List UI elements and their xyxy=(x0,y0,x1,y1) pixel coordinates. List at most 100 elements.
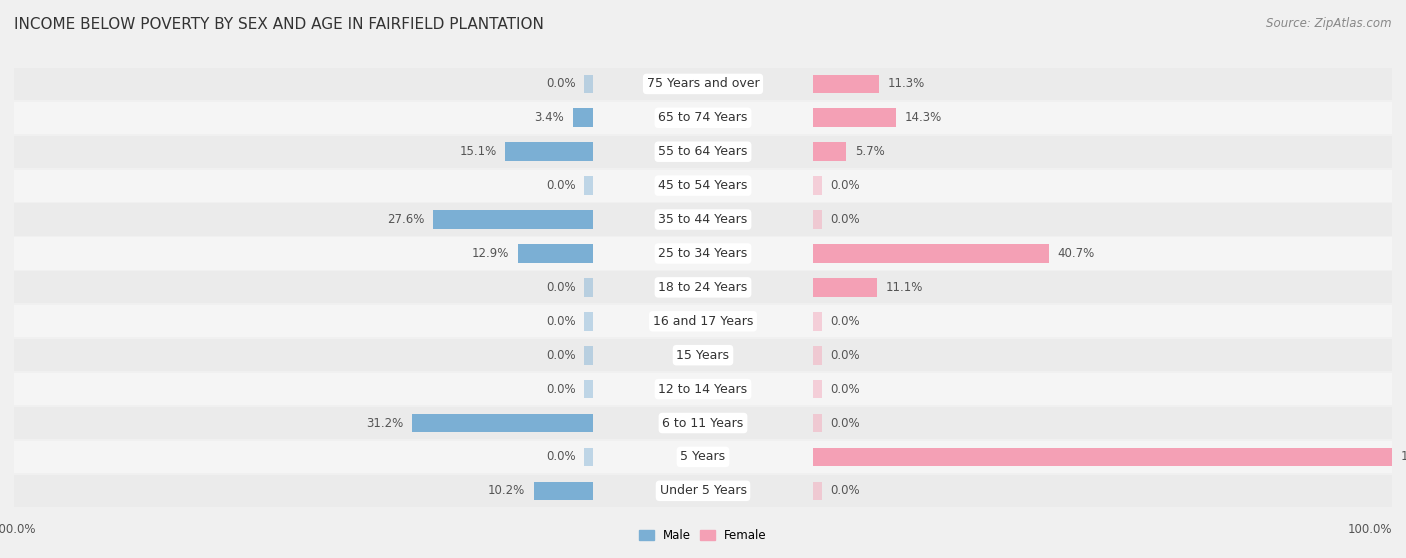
Bar xyxy=(813,176,823,195)
Bar xyxy=(0,407,1406,439)
Text: Under 5 Years: Under 5 Years xyxy=(659,484,747,497)
Text: 11.1%: 11.1% xyxy=(886,281,924,294)
Text: 45 to 54 Years: 45 to 54 Years xyxy=(658,179,748,192)
Text: INCOME BELOW POVERTY BY SEX AND AGE IN FAIRFIELD PLANTATION: INCOME BELOW POVERTY BY SEX AND AGE IN F… xyxy=(14,17,544,32)
Bar xyxy=(0,136,1406,168)
Bar xyxy=(0,339,1406,371)
Bar xyxy=(583,176,593,195)
Bar xyxy=(813,413,823,432)
Text: 0.0%: 0.0% xyxy=(831,349,860,362)
Text: 15 Years: 15 Years xyxy=(676,349,730,362)
Bar xyxy=(0,305,1406,338)
Bar xyxy=(0,68,1406,100)
Bar xyxy=(0,407,1406,439)
Bar xyxy=(813,75,879,93)
Bar xyxy=(813,210,823,229)
Bar xyxy=(0,475,1406,507)
Text: 5.7%: 5.7% xyxy=(855,145,884,158)
Text: 100.0%: 100.0% xyxy=(1347,523,1392,536)
Bar xyxy=(0,68,1406,100)
Text: 0.0%: 0.0% xyxy=(831,416,860,430)
Bar xyxy=(0,271,1406,304)
Bar xyxy=(0,339,1406,371)
Text: 12 to 14 Years: 12 to 14 Years xyxy=(658,383,748,396)
Bar xyxy=(0,102,1406,134)
Text: 6 to 11 Years: 6 to 11 Years xyxy=(662,416,744,430)
Text: 15.1%: 15.1% xyxy=(460,145,496,158)
Text: 5 Years: 5 Years xyxy=(681,450,725,463)
Bar xyxy=(0,373,1406,405)
Bar xyxy=(583,278,593,297)
Text: 100.0%: 100.0% xyxy=(1400,450,1406,463)
Text: 100.0%: 100.0% xyxy=(0,523,37,536)
Bar xyxy=(0,373,1406,405)
Text: 65 to 74 Years: 65 to 74 Years xyxy=(658,112,748,124)
Bar xyxy=(0,441,1406,473)
Bar xyxy=(0,136,1406,168)
Text: 0.0%: 0.0% xyxy=(546,349,575,362)
Text: 0.0%: 0.0% xyxy=(546,78,575,90)
Text: Source: ZipAtlas.com: Source: ZipAtlas.com xyxy=(1267,17,1392,30)
Bar xyxy=(0,305,1406,338)
Bar xyxy=(0,170,1406,202)
Text: 0.0%: 0.0% xyxy=(546,315,575,328)
Text: 0.0%: 0.0% xyxy=(546,450,575,463)
Bar xyxy=(0,204,1406,235)
Bar xyxy=(813,244,1049,263)
Text: 11.3%: 11.3% xyxy=(887,78,925,90)
Bar xyxy=(0,373,1406,405)
Bar xyxy=(574,108,593,127)
Bar xyxy=(412,413,593,432)
Text: 27.6%: 27.6% xyxy=(387,213,425,226)
Text: 0.0%: 0.0% xyxy=(546,179,575,192)
Bar xyxy=(0,441,1406,473)
Bar xyxy=(0,237,1406,270)
Text: 10.2%: 10.2% xyxy=(488,484,524,497)
Text: 0.0%: 0.0% xyxy=(831,179,860,192)
Text: 35 to 44 Years: 35 to 44 Years xyxy=(658,213,748,226)
Bar xyxy=(0,475,1406,507)
Bar xyxy=(0,441,1406,473)
Bar xyxy=(0,136,1406,168)
Bar xyxy=(583,380,593,398)
Text: 14.3%: 14.3% xyxy=(904,112,942,124)
Text: 12.9%: 12.9% xyxy=(472,247,509,260)
Bar xyxy=(0,102,1406,134)
Bar xyxy=(583,448,593,466)
Text: 0.0%: 0.0% xyxy=(546,281,575,294)
Bar xyxy=(813,142,846,161)
Bar xyxy=(813,108,896,127)
Bar xyxy=(583,346,593,364)
Bar xyxy=(813,448,1392,466)
Text: 75 Years and over: 75 Years and over xyxy=(647,78,759,90)
Text: 0.0%: 0.0% xyxy=(831,484,860,497)
Bar xyxy=(0,204,1406,235)
Bar xyxy=(813,278,877,297)
Bar xyxy=(813,380,823,398)
Text: 40.7%: 40.7% xyxy=(1057,247,1095,260)
Text: 0.0%: 0.0% xyxy=(831,383,860,396)
Bar xyxy=(0,475,1406,507)
Bar xyxy=(505,142,593,161)
Bar xyxy=(813,482,823,500)
Bar xyxy=(0,170,1406,202)
Bar xyxy=(0,102,1406,134)
Bar xyxy=(583,312,593,330)
Text: 55 to 64 Years: 55 to 64 Years xyxy=(658,145,748,158)
Bar xyxy=(0,237,1406,270)
Text: 31.2%: 31.2% xyxy=(367,416,404,430)
Bar xyxy=(0,170,1406,202)
Bar xyxy=(0,237,1406,270)
Bar xyxy=(0,305,1406,338)
Text: 3.4%: 3.4% xyxy=(534,112,564,124)
Bar xyxy=(0,271,1406,304)
Text: 0.0%: 0.0% xyxy=(831,213,860,226)
Bar xyxy=(0,271,1406,304)
Bar xyxy=(0,339,1406,371)
Bar xyxy=(813,346,823,364)
Text: 25 to 34 Years: 25 to 34 Years xyxy=(658,247,748,260)
Text: 0.0%: 0.0% xyxy=(831,315,860,328)
Bar xyxy=(583,75,593,93)
Text: 18 to 24 Years: 18 to 24 Years xyxy=(658,281,748,294)
Bar xyxy=(0,407,1406,439)
